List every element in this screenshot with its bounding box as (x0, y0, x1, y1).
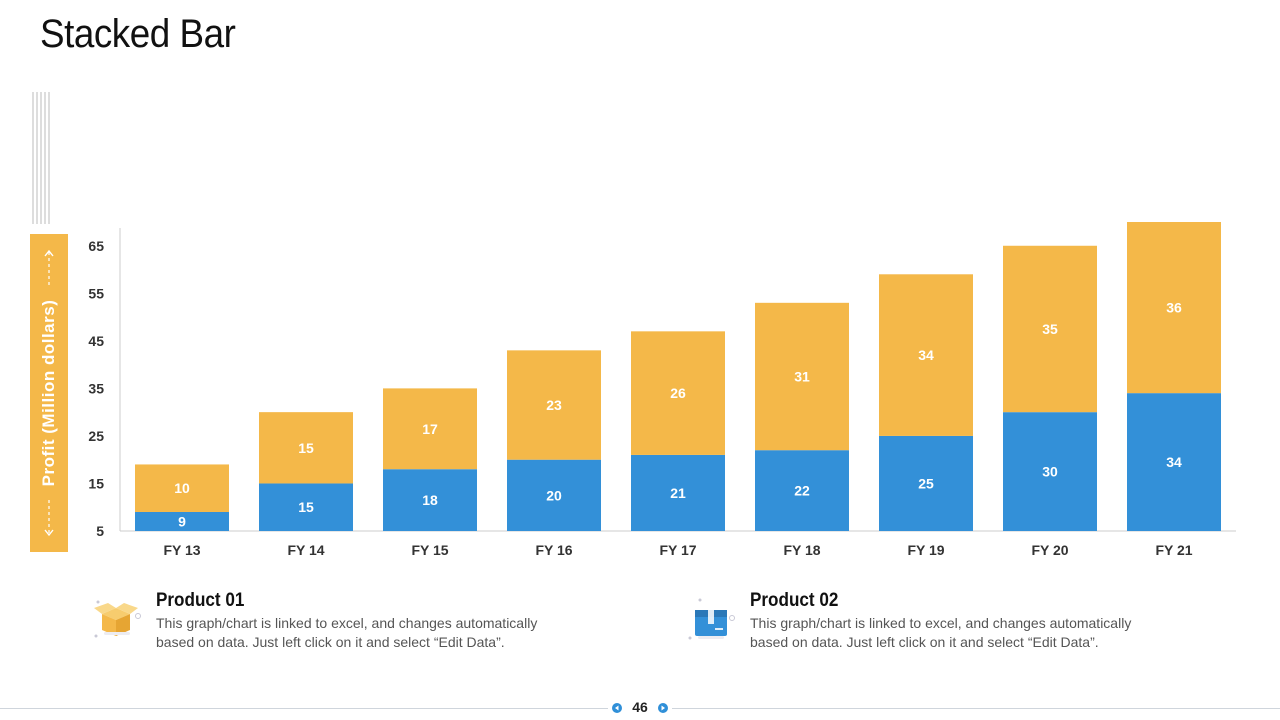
y-tick-label: 35 (88, 380, 104, 396)
page-title: Stacked Bar (40, 12, 236, 56)
data-label: 31 (794, 369, 810, 385)
data-label: 15 (298, 440, 314, 456)
bar-segment-product-01 (135, 464, 229, 512)
data-label: 18 (422, 492, 438, 508)
data-label: 20 (546, 487, 562, 503)
chevron-left-icon (615, 705, 619, 711)
bar-segment-product-02 (383, 469, 477, 531)
y-tick-label: 25 (88, 428, 104, 444)
y-tick-label: 45 (88, 333, 104, 349)
bar-segment-product-01 (1127, 222, 1221, 394)
bar-segment-product-02 (135, 511, 229, 531)
arrow-down-icon (44, 500, 54, 537)
stacked-bar-chart: 5 15 25 35 45 55 65 9 10 FY 13 15 15 FY 14 18 17 FY 15 2… (88, 222, 1236, 558)
x-tick-label: FY 18 (783, 542, 820, 558)
bar-segment-product-01 (507, 350, 601, 460)
bar-segment-product-02 (507, 459, 601, 531)
chevron-right-icon (661, 705, 665, 711)
x-tick-label: FY 14 (287, 542, 324, 558)
bar-segment-product-02 (631, 454, 725, 531)
decorative-vertical-lines (32, 92, 50, 224)
bar-segment-product-02 (1003, 412, 1097, 531)
legend-title: Product 02 (750, 590, 839, 611)
y-tick-label: 65 (88, 238, 104, 254)
data-label: 23 (546, 397, 562, 413)
data-label: 26 (670, 385, 686, 401)
bar-segment-product-02 (1127, 393, 1221, 531)
data-label: 21 (670, 485, 686, 501)
data-label: 10 (174, 480, 190, 496)
y-tick-label: 55 (88, 285, 104, 301)
x-tick-label: FY 19 (907, 542, 944, 558)
legend-description: This graph/chart is linked to excel, and… (750, 615, 1132, 650)
bar-segment-product-01 (259, 412, 353, 484)
data-label: 25 (918, 475, 934, 491)
previous-page-button[interactable] (612, 703, 622, 713)
data-label: 36 (1166, 300, 1182, 316)
legend-description: This graph/chart is linked to excel, and… (156, 615, 538, 650)
x-tick-label: FY 21 (1155, 542, 1192, 558)
arrow-up-icon (44, 249, 54, 286)
bar-segment-product-02 (879, 435, 973, 531)
next-page-button[interactable] (658, 703, 668, 713)
bar-segment-product-01 (383, 388, 477, 470)
x-tick-label: FY 15 (411, 542, 448, 558)
bar-segment-product-02 (755, 450, 849, 531)
page-number: 46 (632, 699, 648, 715)
data-label: 35 (1042, 321, 1058, 337)
bar-segment-product-01 (755, 302, 849, 451)
data-label: 34 (918, 347, 934, 363)
data-label: 15 (298, 499, 314, 515)
y-axis-label-tab: Profit (Million dollars) (30, 234, 68, 552)
data-label: 17 (422, 421, 438, 437)
data-label: 30 (1042, 464, 1058, 480)
bar-segment-product-02 (259, 483, 353, 531)
open-box-icon (94, 600, 141, 638)
legend-title: Product 01 (156, 590, 245, 611)
x-tick-label: FY 13 (163, 542, 200, 558)
data-label: 9 (178, 513, 186, 529)
x-tick-label: FY 17 (659, 542, 696, 558)
closed-box-icon (688, 598, 735, 640)
bar-segment-product-01 (879, 274, 973, 436)
data-label: 22 (794, 483, 810, 499)
bar-segment-product-01 (631, 331, 725, 455)
bar-segment-product-01 (1003, 245, 1097, 413)
y-tick-label: 15 (88, 475, 104, 491)
x-tick-label: FY 20 (1031, 542, 1068, 558)
x-tick-label: FY 16 (535, 542, 572, 558)
page-navigator: 46 (608, 698, 672, 718)
y-tick-label: 5 (96, 523, 104, 539)
data-label: 34 (1166, 454, 1182, 470)
